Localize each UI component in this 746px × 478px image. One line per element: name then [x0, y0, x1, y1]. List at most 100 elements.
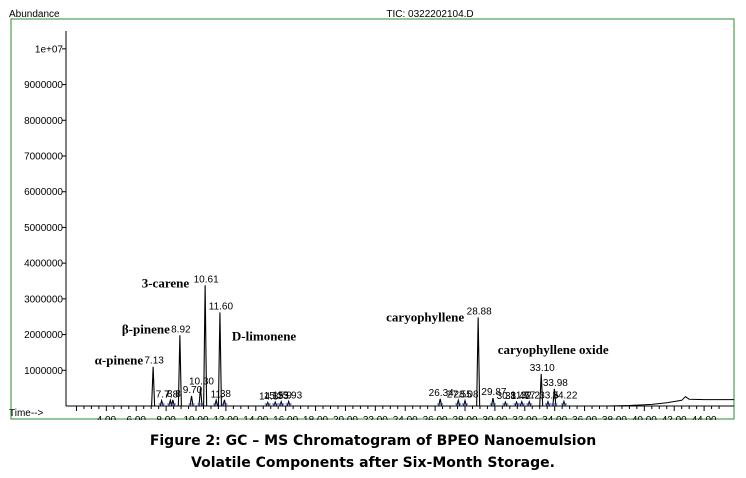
peak-label: 11. [211, 389, 224, 400]
x-tick-label: 12.00 [213, 415, 238, 420]
x-tick-label: 30.00 [482, 415, 507, 420]
peak [177, 335, 182, 407]
peak-label: 8.8 [167, 389, 181, 400]
peak [279, 400, 284, 407]
y-ticks: 1000000 2000000 3000000 4000000 5000000 60000… [24, 44, 66, 377]
x-tick-label: 22.00 [363, 415, 388, 420]
peak-label: 26.34 [429, 388, 454, 399]
x-tick-label: 4.00 [97, 415, 117, 420]
peak [198, 387, 203, 407]
peak-label: 29.87 [481, 387, 506, 398]
peak [527, 400, 532, 407]
peak-label: 8.92 [171, 324, 191, 335]
peak-label: 10.61 [194, 274, 219, 285]
peak [514, 400, 519, 407]
y-tick-label: 5000000 [24, 223, 63, 234]
compound-annotations: α-pinene β-pinene 3-carene D-limonene caryop… [95, 275, 609, 367]
x-tick-label: 26.00 [423, 415, 448, 420]
chromatogram-chart: Abundance TIC: 0322202104.D Time--> 1000… [7, 7, 738, 420]
x-tick-label: 20.00 [333, 415, 358, 420]
plot-frame [10, 18, 735, 420]
peak-label: 7.8 [164, 389, 178, 400]
compound-label: 3-carene [142, 275, 190, 290]
peak-label: 10.30 [189, 376, 214, 387]
x-tick-label: 14.00 [243, 415, 268, 420]
peak-label: 15.33 [264, 391, 289, 402]
y-tick-label: 6000000 [24, 187, 63, 198]
peak-label: 7.13 [144, 356, 164, 367]
peak-label: 27.55 [447, 389, 472, 400]
compound-label: caryophyllene oxide [498, 342, 609, 357]
x-tick-label: 28.00 [452, 415, 477, 420]
x-tick-label: 24.00 [393, 415, 418, 420]
caption-line-2: Volatile Components after Six-Month Stor… [191, 455, 555, 471]
peak-label: 9.70 [183, 385, 203, 396]
peak-label: 15.93 [277, 390, 302, 401]
x-tick-label: 8.00 [156, 415, 176, 420]
peak-label: 7.7 [156, 390, 170, 401]
peak [545, 400, 550, 407]
x-tick-label: 36.00 [572, 415, 597, 420]
chart-title: TIC: 0322202104.D [386, 9, 473, 20]
y-tick-label: 3000000 [24, 294, 63, 305]
x-tick-label: 10.00 [183, 415, 208, 420]
peak [159, 398, 164, 407]
peak-label: 28.08 [453, 390, 478, 401]
peak [456, 398, 461, 407]
y-tick-label: 8000000 [24, 116, 63, 127]
x-tick-label: 38.00 [602, 415, 627, 420]
y-tick-label: 9000000 [24, 80, 63, 91]
peak [503, 400, 508, 407]
peak [490, 398, 495, 407]
x-tick-label: 34.00 [542, 415, 567, 420]
x-tick-label: 18.00 [303, 415, 328, 420]
x-tick-label: 44.00 [692, 415, 717, 420]
peak [217, 312, 222, 407]
peak-label: 11.60 [209, 301, 234, 312]
peak-label: 31.77 [510, 391, 535, 402]
peak-label: 30.8 [497, 391, 517, 402]
y-tick-label: 1000000 [24, 366, 63, 377]
peak [170, 399, 175, 407]
y-tick-label: 1e+07 [35, 44, 64, 55]
peak-label: 31.45 [505, 391, 530, 402]
peak [552, 388, 557, 407]
baseline-trace [66, 396, 734, 407]
peak-label: 33.98 [543, 378, 568, 389]
peak-label: 28.88 [467, 306, 492, 317]
y-axis-label: Abundance [9, 9, 60, 20]
peak [151, 366, 156, 407]
x-tick-label: 32.00 [512, 415, 537, 420]
peak [189, 395, 194, 407]
chromatogram-svg: Abundance TIC: 0322202104.D Time--> 1000… [9, 9, 735, 420]
y-tick-label: 4000000 [24, 259, 63, 270]
peak [214, 398, 219, 407]
figure-caption: Figure 2: GC – MS Chromatogram of BPEO N… [0, 430, 746, 474]
peak-label: 33.10 [530, 363, 555, 374]
tic-trace [66, 285, 734, 407]
compound-label: α-pinene [95, 353, 144, 368]
peak [222, 399, 227, 407]
peak-label: 33.5 [539, 391, 559, 402]
y-tick-label: 2000000 [24, 330, 63, 341]
caption-line-1: Figure 2: GC – MS Chromatogram of BPEO N… [149, 433, 597, 449]
peak [438, 398, 443, 407]
peak-label: 38 [220, 389, 232, 400]
compound-label: D-limonene [232, 328, 297, 343]
peak-label: 32.2 [521, 391, 541, 402]
x-tick-label: 40.00 [632, 415, 657, 420]
peak [539, 373, 544, 407]
x-axis-label: Time--> [9, 408, 44, 419]
peak [203, 285, 208, 407]
compound-label: β-pinene [122, 321, 170, 336]
peak-label: 34.22 [552, 390, 577, 401]
x-ticks: 4.00 6.00 8.00 10.00 12.00 14.00 16.00 18.00 20.… [75, 406, 720, 420]
y-tick-label: 7000000 [24, 152, 63, 163]
peak [476, 317, 481, 407]
peak [265, 401, 270, 407]
peak-label: 15.9 [272, 391, 292, 402]
compound-label: caryophyllene [386, 309, 464, 324]
x-tick-label: 6.00 [127, 415, 147, 420]
peak [519, 400, 524, 407]
